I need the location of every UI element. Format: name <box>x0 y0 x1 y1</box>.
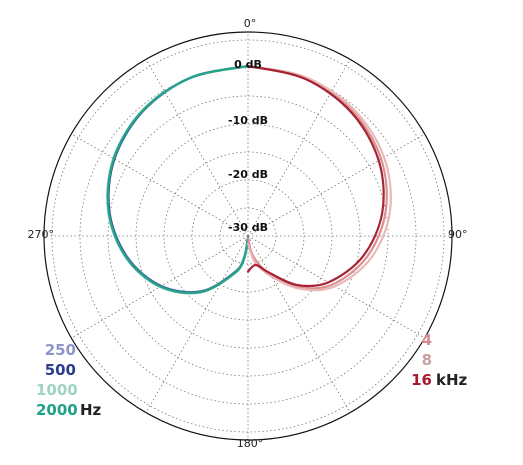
angle-label-270: 270° <box>28 228 55 241</box>
angle-label-90: 90° <box>448 228 468 241</box>
grid-spoke-150 <box>247 235 351 413</box>
grid-spoke-210 <box>145 235 249 413</box>
ring-labels: 0 dB -10 dB -20 dB -30 dB <box>228 58 268 234</box>
grid-spoke-60 <box>247 133 425 237</box>
angle-label-0: 0° <box>244 17 257 30</box>
legend-item-250: 250 <box>44 341 76 359</box>
ring-label-minus10db: -10 dB <box>228 114 268 127</box>
legend-item-500: 500 <box>44 361 76 379</box>
legend-item-1000: 1000 <box>36 381 78 399</box>
legend-item-8: 8 <box>421 351 432 369</box>
grid-spoke-300 <box>71 133 249 237</box>
legend-khz: 4 8 16 kHz <box>392 330 467 390</box>
series-line-16 <box>246 64 385 288</box>
polar-grid <box>43 31 453 441</box>
legend-item-16: 16 <box>411 371 432 389</box>
legend-item-2000: 2000 <box>36 401 78 419</box>
ring-label-0db: 0 dB <box>234 58 262 71</box>
ring-label-minus20db: -20 dB <box>228 168 268 181</box>
grid-spoke-330 <box>145 59 249 237</box>
ring-label-minus30db: -30 dB <box>228 221 268 234</box>
angle-label-180: 180° <box>237 437 264 450</box>
series-group <box>106 64 392 295</box>
outer-circle <box>43 31 453 441</box>
legend-unit-khz: kHz <box>436 371 468 389</box>
grid-spoke-30 <box>247 59 351 237</box>
series-line-2000 <box>106 64 250 295</box>
legend-hz: 250 500 1000 2000 Hz <box>36 340 101 420</box>
grid-spoke-120 <box>247 235 425 339</box>
series-line-8 <box>246 64 392 292</box>
legend-item-4: 4 <box>421 331 432 349</box>
legend-unit-hz: Hz <box>80 401 102 419</box>
